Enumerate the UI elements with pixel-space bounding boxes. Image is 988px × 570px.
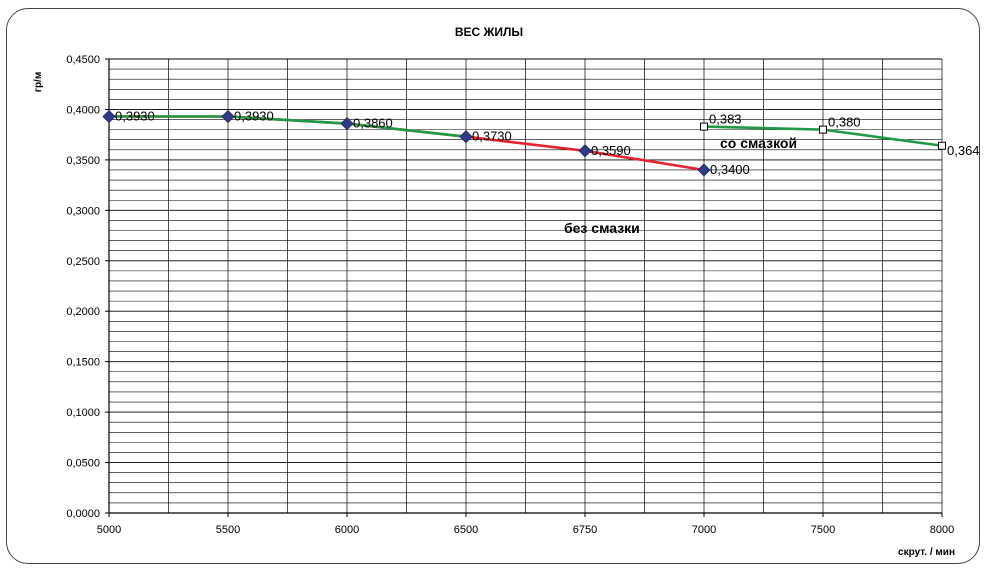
x-tick-label: 5000 (97, 524, 121, 536)
marker-no_grease (697, 163, 711, 177)
annotation-with-grease: со смазкой (720, 135, 797, 151)
y-tick-label: 0,4500 (66, 54, 100, 66)
marker-no_grease (102, 109, 116, 124)
tick-labels: 0,0000 0,0500 0,1000 0,1500 0,2000 0,2500 0,30… (66, 54, 954, 536)
y-tick-label: 0,0500 (66, 458, 100, 470)
y-tick-label: 0,2000 (66, 306, 100, 318)
data-label-no_grease: 0,3590 (591, 143, 631, 158)
x-tick-label: 5500 (216, 524, 240, 536)
y-tick-label: 0,4000 (66, 104, 100, 116)
x-tick-label: 6750 (573, 524, 597, 536)
marker-with_grease (819, 125, 827, 134)
x-tick-label: 7500 (811, 524, 835, 536)
series-markers (102, 109, 946, 177)
y-tick-label: 0,1000 (66, 407, 100, 419)
data-label-no_grease: 0,3860 (353, 116, 393, 131)
marker-with_grease (700, 122, 708, 131)
marker-no_grease (459, 130, 473, 144)
x-tick-label: 6000 (335, 524, 359, 536)
marker-no_grease (578, 144, 592, 158)
data-label-no_grease: 0,3400 (710, 162, 750, 177)
series-line-overlay (109, 115, 467, 138)
y-tick-label: 0,3500 (66, 155, 100, 167)
data-label-with_grease: 0,380 (828, 115, 861, 130)
data-labels: 0,3930 0,3930 0,3860 0,3730 0,3590 0,3400 0,38… (115, 109, 980, 177)
y-tick-label: 0,1500 (66, 357, 100, 369)
marker-no_grease (221, 109, 235, 124)
y-axis-label: гр/м (33, 72, 44, 92)
plot-grid (108, 58, 943, 514)
data-label-with_grease: 0,364 (947, 143, 980, 158)
y-tick-label: 0,3000 (66, 205, 100, 217)
chart-title: ВЕС ЖИЛЫ (455, 25, 523, 39)
plot-axes (105, 58, 943, 517)
data-label-no_grease: 0,3930 (234, 109, 274, 124)
y-tick-label: 0,0000 (66, 508, 100, 520)
x-axis-label: скрут. / мин (898, 547, 955, 558)
y-tick-label: 0,2500 (66, 256, 100, 268)
x-tick-label: 7000 (692, 524, 716, 536)
data-label-no_grease: 0,3730 (472, 129, 512, 144)
marker-no_grease (340, 117, 354, 131)
data-label-no_grease: 0,3930 (115, 109, 155, 124)
annotation-without-grease: без смазки (564, 220, 640, 236)
marker-with_grease (938, 141, 946, 150)
data-label-with_grease: 0,383 (709, 112, 742, 127)
x-tick-label: 8000 (930, 524, 954, 536)
x-tick-label: 6500 (454, 524, 478, 536)
